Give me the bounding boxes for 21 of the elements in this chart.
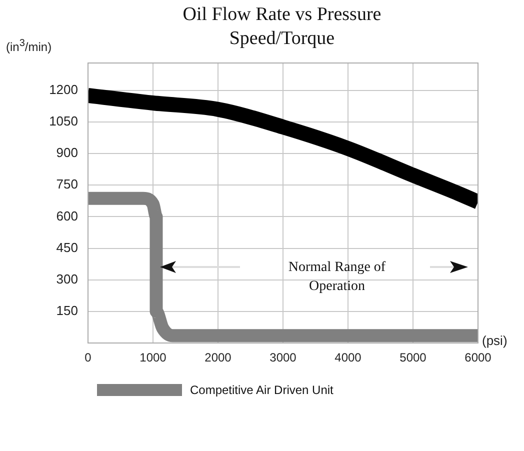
x-tick-label: 2000 xyxy=(204,350,232,365)
text: Competitive Air Driven Unit xyxy=(190,382,334,396)
y-tick-label: 1050 xyxy=(49,114,78,129)
y-tick-label: 600 xyxy=(56,208,78,224)
y-tick-label: 300 xyxy=(56,271,78,286)
x-tick-label: 1000 xyxy=(140,350,167,365)
y-tick-label: 150 xyxy=(56,303,78,318)
chart-title: Oil Flow Rate vs Pressure xyxy=(182,4,382,26)
y-tick-label: 1200 xyxy=(49,82,78,97)
y-tick-label: 900 xyxy=(56,145,78,160)
y-tick-label: 750 xyxy=(56,176,78,192)
x-tick-label: 5000 xyxy=(400,350,427,365)
x-tick-label: 3000 xyxy=(270,350,297,365)
y-tick-label: 450 xyxy=(56,240,78,255)
chart-subtitle: Speed/Torque xyxy=(229,28,335,49)
x-axis-title: (psi) xyxy=(482,333,508,348)
annotation: Normal Range of Operation xyxy=(287,259,387,296)
x-tick-label: 0 xyxy=(84,350,92,365)
x-tick-label: 4000 xyxy=(334,350,362,365)
x-tick-label: 6000 xyxy=(464,350,492,365)
y-axis-title: (in$^{3}$/min) xyxy=(6,38,52,54)
